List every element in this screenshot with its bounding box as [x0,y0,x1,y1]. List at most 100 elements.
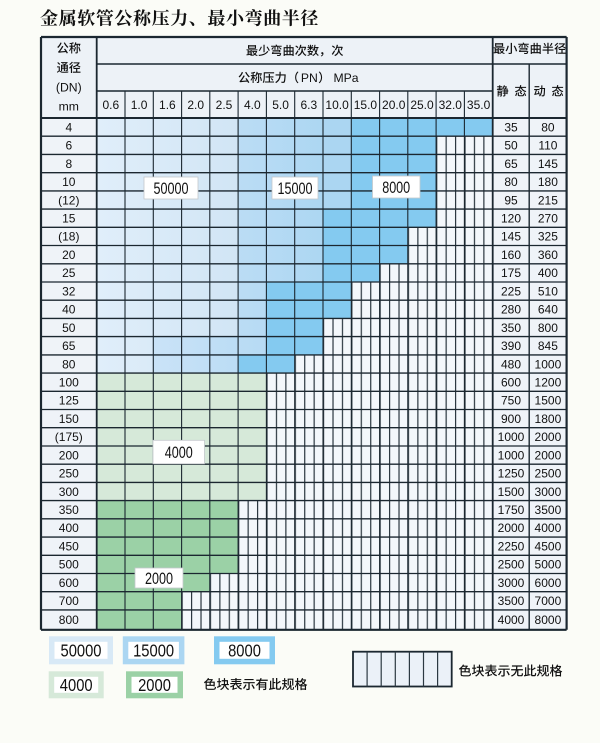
svg-text:8000: 8000 [228,641,261,661]
svg-text:25: 25 [62,266,76,280]
svg-text:80: 80 [504,175,518,189]
svg-text:700: 700 [59,594,79,608]
svg-text:32.0: 32.0 [439,98,463,112]
svg-text:10: 10 [62,175,76,189]
svg-text:1.6: 1.6 [159,98,176,112]
svg-text:900: 900 [501,412,521,426]
svg-text:3500: 3500 [535,503,562,517]
svg-text:800: 800 [59,613,79,627]
svg-text:280: 280 [501,303,521,317]
svg-text:8: 8 [65,157,72,171]
svg-text:15000: 15000 [278,180,313,198]
svg-text:15000: 15000 [133,641,174,661]
svg-text:7000: 7000 [535,594,562,608]
svg-text:250: 250 [59,467,79,481]
svg-text:160: 160 [501,248,521,262]
svg-text:390: 390 [501,339,521,353]
svg-text:145: 145 [538,157,558,171]
svg-text:150: 150 [59,412,79,426]
svg-text:600: 600 [59,576,79,590]
svg-text:2250: 2250 [498,540,525,554]
svg-text:32: 32 [62,284,76,298]
svg-text:400: 400 [538,266,558,280]
svg-text:480: 480 [501,357,521,371]
svg-text:10.0: 10.0 [325,98,349,112]
svg-text:25.0: 25.0 [410,98,434,112]
svg-text:640: 640 [538,303,558,317]
svg-text:4000: 4000 [60,675,93,695]
svg-text:200: 200 [59,448,79,462]
svg-text:40: 40 [62,303,76,317]
svg-text:3000: 3000 [498,576,525,590]
svg-text:2000: 2000 [535,448,562,462]
svg-text:1000: 1000 [498,430,525,444]
svg-text:65: 65 [504,157,518,171]
svg-text:50000: 50000 [61,641,102,661]
svg-text:15.0: 15.0 [354,98,378,112]
svg-text:125: 125 [59,394,79,408]
svg-text:35.0: 35.0 [467,98,491,112]
svg-text:4: 4 [65,120,72,134]
svg-text:350: 350 [59,503,79,517]
svg-text:50: 50 [62,321,76,335]
svg-text:4000: 4000 [165,444,193,462]
svg-text:300: 300 [59,485,79,499]
svg-text:6: 6 [65,139,72,153]
svg-text:50000: 50000 [154,180,189,198]
svg-text:50: 50 [504,139,518,153]
svg-text:20.0: 20.0 [382,98,406,112]
svg-text:4000: 4000 [498,613,525,627]
svg-text:1500: 1500 [498,485,525,499]
svg-text:5.0: 5.0 [272,98,289,112]
svg-text:1000: 1000 [498,448,525,462]
svg-text:450: 450 [59,540,79,554]
svg-text:110: 110 [538,139,557,153]
svg-text:2.5: 2.5 [216,98,233,112]
svg-text:4.0: 4.0 [244,98,261,112]
svg-text:100: 100 [59,376,79,390]
svg-text:4500: 4500 [535,540,562,554]
svg-text:(12): (12) [58,193,79,207]
svg-text:360: 360 [538,248,558,262]
svg-text:80: 80 [62,357,76,371]
svg-text:80: 80 [541,120,555,134]
svg-text:215: 215 [538,193,558,207]
svg-text:95: 95 [504,193,518,207]
svg-text:35: 35 [504,120,518,134]
svg-text:MPa: MPa [333,71,358,85]
svg-text:3500: 3500 [498,594,525,608]
svg-text:1250: 1250 [498,467,525,481]
svg-text:1500: 1500 [535,394,562,408]
svg-text:1000: 1000 [535,357,562,371]
svg-text:(DN): (DN) [56,81,82,95]
svg-text:20: 20 [62,248,76,262]
svg-text:5000: 5000 [535,558,562,572]
svg-text:4000: 4000 [535,521,562,535]
svg-text:8000: 8000 [382,179,410,197]
svg-text:2000: 2000 [145,570,173,588]
svg-text:145: 145 [501,230,521,244]
svg-text:6000: 6000 [535,576,562,590]
svg-text:2000: 2000 [498,521,525,535]
svg-text:15: 15 [62,212,76,226]
svg-text:350: 350 [501,321,521,335]
svg-text:1.0: 1.0 [131,98,148,112]
svg-text:0.6: 0.6 [102,98,119,112]
svg-text:600: 600 [501,376,521,390]
svg-text:PN: PN [301,71,318,85]
svg-text:8000: 8000 [535,613,562,627]
svg-text:mm: mm [59,100,79,114]
svg-text:750: 750 [501,394,521,408]
svg-text:2.0: 2.0 [187,98,204,112]
svg-text:400: 400 [59,521,79,535]
svg-text:65: 65 [62,339,76,353]
svg-text:120: 120 [501,212,521,226]
svg-text:800: 800 [538,321,558,335]
svg-text:6.3: 6.3 [300,98,317,112]
svg-text:325: 325 [538,230,558,244]
svg-text:1200: 1200 [535,376,562,390]
svg-text:175: 175 [501,266,521,280]
svg-text:2500: 2500 [535,467,562,481]
svg-text:2000: 2000 [535,430,562,444]
svg-text:225: 225 [501,284,521,298]
